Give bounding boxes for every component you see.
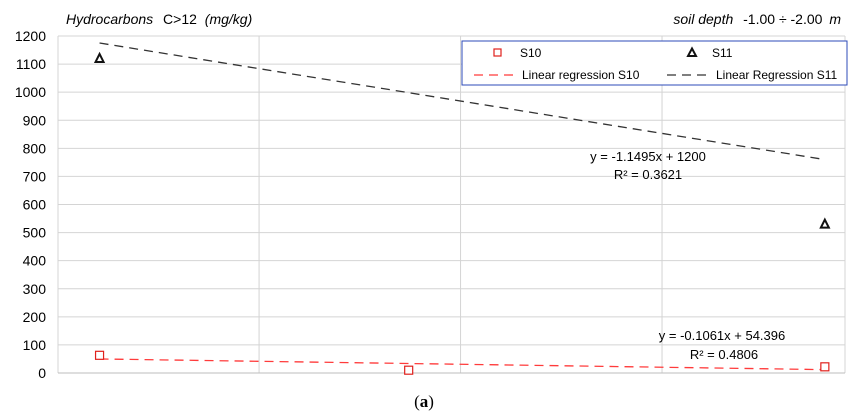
point-s10 xyxy=(404,365,414,375)
y-tick-label: 800 xyxy=(23,140,47,156)
s10-equation: y = -0.1061x + 54.396 xyxy=(659,328,785,343)
legend-s10-label: S10 xyxy=(520,46,542,60)
point-s10 xyxy=(94,350,105,360)
y-tick-label: 1200 xyxy=(15,28,46,44)
figure-label: (a) xyxy=(414,392,434,411)
data-points xyxy=(93,51,831,375)
y-tick-label: 900 xyxy=(23,112,47,128)
trendline-s10 xyxy=(99,358,825,371)
soil-depth-label: soil depth -1.00 ÷ -2.00 m xyxy=(673,11,841,27)
legend-box xyxy=(461,40,848,86)
y-tick-label: 200 xyxy=(23,309,47,325)
point-s11 xyxy=(819,217,831,229)
legend-s11-trend-label: Linear Regression S11 xyxy=(716,68,838,82)
chart-title-italic: Hydrocarbons xyxy=(66,11,153,27)
s10-r2: R² = 0.4806 xyxy=(690,347,758,362)
legend-s11-label: S11 xyxy=(712,46,733,60)
y-tick-label: 100 xyxy=(23,337,47,353)
legend-s10-trend-label: Linear regression S10 xyxy=(522,68,640,82)
point-s11 xyxy=(93,51,106,63)
legend-s10-marker xyxy=(493,48,502,57)
s11-r2: R² = 0.3621 xyxy=(614,167,682,182)
chart-title-normal: C>12 xyxy=(163,11,197,27)
grid xyxy=(57,35,846,374)
y-tick-label: 1100 xyxy=(16,56,46,72)
soil-depth-value: -1.00 ÷ -2.00 xyxy=(743,11,822,27)
legend: S10 S11 Linear regression S10 Linear Reg… xyxy=(461,40,848,86)
legend-s11-marker xyxy=(686,46,698,57)
trendline-s11 xyxy=(99,42,825,161)
s11-equation: y = -1.1495x + 1200 xyxy=(590,149,706,164)
y-axis: 0 100 200 300 400 500 600 700 800 900 1000 1100 1200 xyxy=(15,28,46,381)
trendlines xyxy=(99,42,825,371)
chart-title-unit: (mg/kg) xyxy=(205,11,252,27)
y-tick-label: 400 xyxy=(23,253,47,269)
y-tick-label: 700 xyxy=(23,168,47,184)
y-tick-label: 500 xyxy=(23,225,47,241)
chart-title: Hydrocarbons C>12 (mg/kg) xyxy=(66,11,252,27)
y-tick-label: 1000 xyxy=(15,84,46,100)
y-tick-label: 0 xyxy=(38,365,46,381)
y-tick-label: 600 xyxy=(23,197,47,213)
point-s10 xyxy=(820,362,830,372)
soil-depth-text: soil depth xyxy=(673,11,733,27)
y-tick-label: 300 xyxy=(23,281,47,297)
soil-depth-unit: m xyxy=(829,11,841,27)
